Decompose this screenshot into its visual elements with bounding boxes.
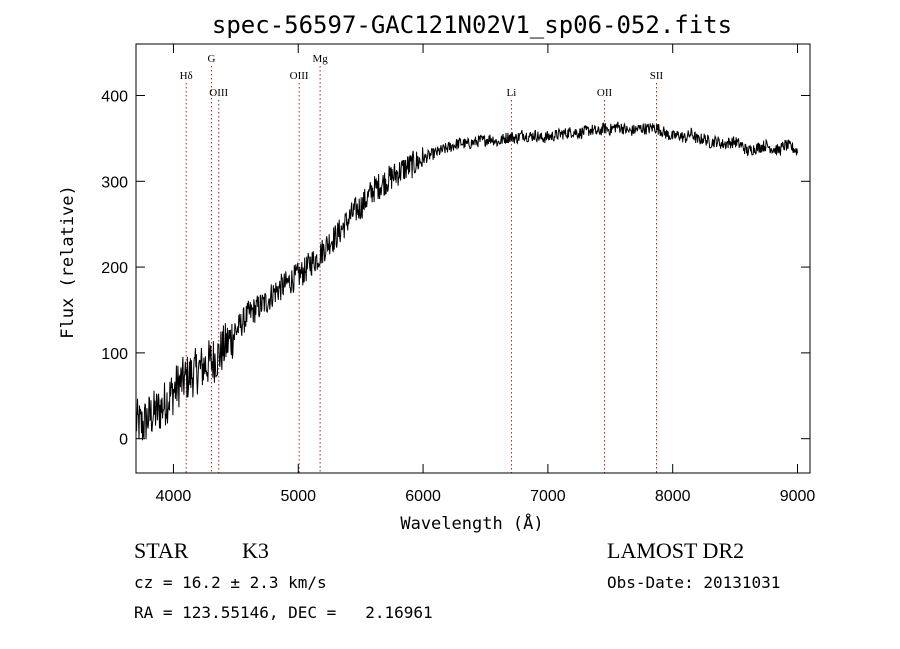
x-tick-label: 6000 (405, 488, 441, 505)
x-tick-label: 9000 (780, 488, 816, 505)
survey-name: LAMOST DR2 (607, 538, 745, 563)
redshift-value: cz = 16.2 ± 2.3 km/s (134, 573, 327, 592)
line-label: OIII (290, 70, 309, 82)
line-label: Li (507, 87, 517, 99)
object-subclass: K3 (242, 538, 269, 563)
y-tick-label: 400 (101, 88, 128, 105)
x-tick-label: 8000 (655, 488, 691, 505)
y-axis-label: Flux (relative) (58, 185, 78, 339)
x-tick-label: 7000 (530, 488, 566, 505)
y-tick-label: 100 (101, 346, 128, 363)
y-tick-label: 200 (101, 260, 128, 277)
line-label: Hδ (180, 70, 193, 82)
line-label: G (208, 53, 216, 65)
spectrum-line (135, 121, 798, 441)
observation-date: Obs-Date: 20131031 (607, 573, 781, 592)
line-label: SII (650, 70, 664, 82)
coordinates: RA = 123.55146, DEC = 2.16961 (134, 603, 433, 622)
plot-frame (135, 43, 811, 474)
axis-ticks: 4000 5000 6000 7000 8000 9000 0 100 200 300 400 (101, 44, 815, 505)
spectrum-series (135, 121, 798, 441)
y-tick-label: 0 (119, 432, 128, 449)
emission-line-markers (185, 66, 657, 473)
line-label: OII (597, 87, 613, 99)
line-label: OIII (209, 87, 228, 99)
x-tick-label: 5000 (280, 488, 316, 505)
object-class: STAR (134, 538, 189, 563)
chart-title: spec-56597-GAC121N02V1_sp06-052.fits (212, 11, 732, 39)
x-tick-label: 4000 (156, 488, 192, 505)
y-tick-label: 300 (101, 174, 128, 191)
x-axis-label: Wavelength (Å) (400, 512, 543, 534)
line-label: Mg (312, 53, 328, 65)
